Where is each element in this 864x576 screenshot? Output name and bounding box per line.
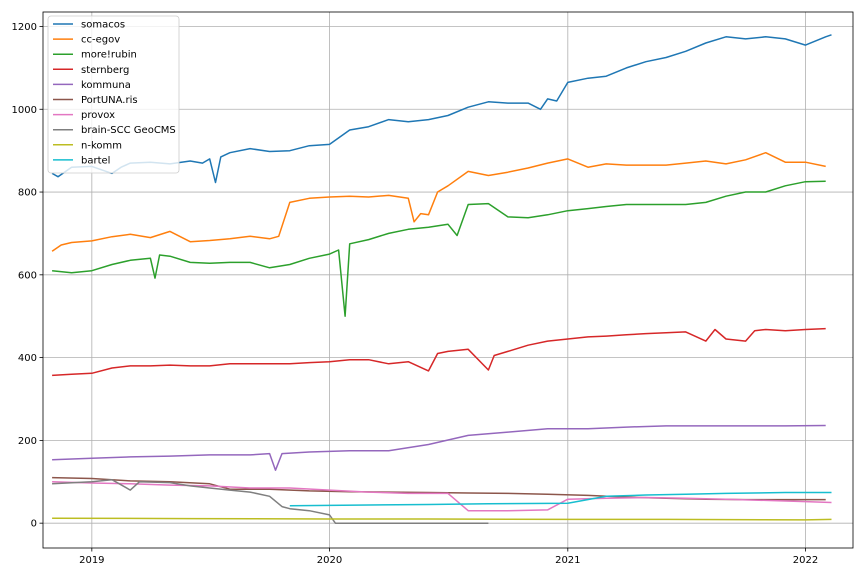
series-line-kommuna [52,424,826,471]
axis-ticks: 2019 2020 2021 2022 0 200 400 600 800 1000 1200 [12,22,819,566]
y-tick-label: 800 [18,188,37,199]
y-tick-label: 600 [18,270,37,281]
legend-label: n-komm [81,140,122,151]
x-tick-label: 2021 [555,555,580,566]
legend-label: brain-SCC GeoCMS [81,125,176,136]
legend-label: bartel [81,155,110,166]
grid [43,12,853,548]
legend-label: cc-egov [81,35,120,46]
x-tick-label: 2019 [79,555,104,566]
series-line-brain-scc-geocms [52,478,489,524]
legend-label: sternberg [81,65,129,76]
legend-label: kommuna [81,80,131,91]
legend-label: PortUNA.ris [81,95,138,106]
y-tick-label: 400 [18,353,37,364]
series-line-cc-egov [51,151,826,252]
series-line-sternberg [52,327,826,377]
legend-label: more!rubin [81,50,137,61]
series-line-bartel [289,491,832,507]
x-tick-label: 2022 [793,555,818,566]
legend-label: provox [81,110,115,121]
legend-box [47,15,180,174]
series-line-more-rubin [52,180,826,317]
y-tick-label: 1200 [12,22,37,33]
y-tick-label: 200 [18,436,37,447]
plot-frame [42,11,854,549]
series-line-n-komm [52,517,832,521]
y-tick-label: 1000 [12,105,37,116]
series-lines [51,34,832,524]
legend-label: somacos [81,20,125,31]
y-tick-label: 0 [31,519,37,530]
x-tick-label: 2020 [317,555,342,566]
legend: somacos cc-egov more!rubin sternberg kommuna… [47,15,180,174]
